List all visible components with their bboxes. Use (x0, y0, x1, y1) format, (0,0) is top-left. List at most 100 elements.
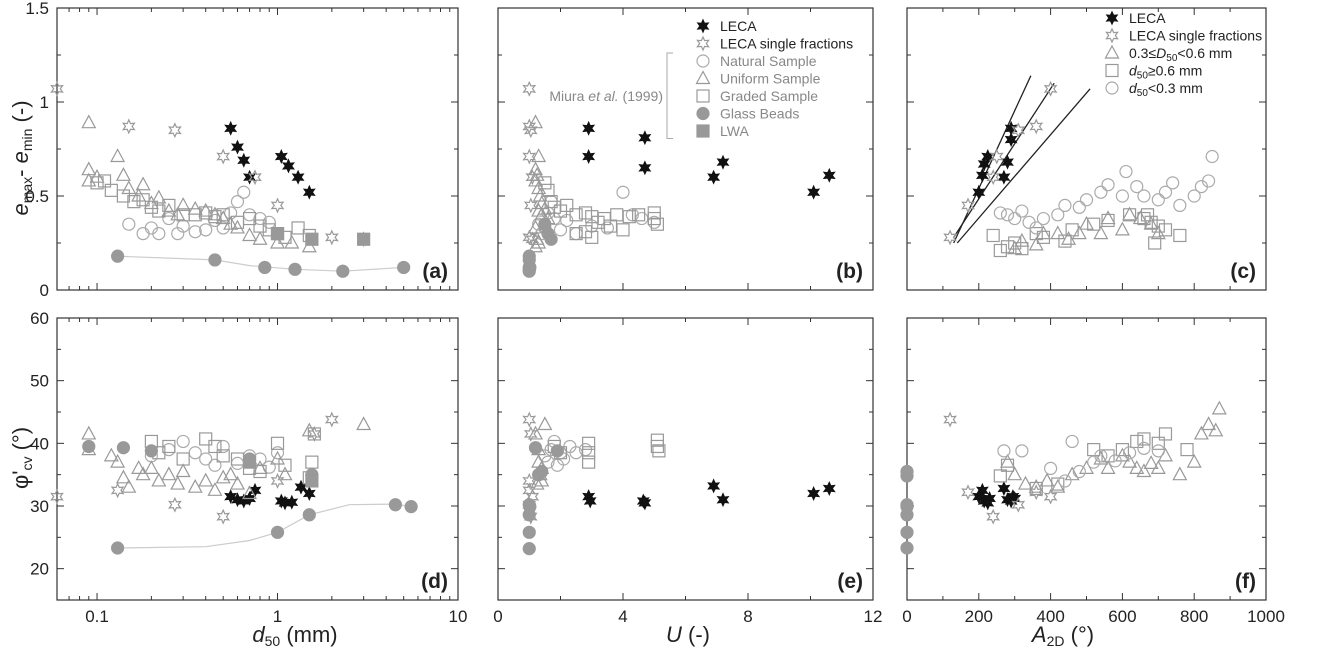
y-tick-label: 1 (40, 93, 49, 112)
point-natural-sample (199, 452, 213, 466)
point-d50-0-3-mm (1187, 189, 1201, 203)
point-uniform-sample (81, 114, 97, 129)
point-uniform-sample (277, 466, 293, 481)
point-leca-single-fractions (50, 488, 64, 505)
point-d50-0-6-mm (1101, 449, 1115, 463)
point-leca-single-fractions (522, 411, 537, 428)
series-glass-beads (900, 464, 914, 555)
svg-text:U (-): U (-) (666, 622, 710, 647)
point-leca (302, 184, 316, 200)
point-0-3-d50-0-6-mm (1050, 225, 1066, 240)
series-d50-0-3-mm (997, 434, 1165, 488)
point-uniform-sample (529, 167, 545, 181)
point-leca-single-fractions (121, 118, 136, 135)
point-graded-sample (136, 193, 150, 207)
point-natural-sample (553, 223, 568, 237)
legend-marker-0-3-d50-0-6-mm (1104, 44, 1120, 59)
series-leca (224, 120, 316, 200)
point-leca (716, 154, 730, 170)
point-d50-0-3-mm (1201, 174, 1216, 188)
point-d50-0-6-mm (1137, 432, 1151, 446)
legend-label-natural-sample: Natural Sample (720, 53, 817, 69)
point-d50-0-6-mm (1087, 443, 1101, 457)
legend-marker-uniform-sample (695, 70, 711, 85)
point-leca (1001, 154, 1014, 170)
point-leca-single-fractions (943, 229, 957, 246)
point-leca-single-fractions (50, 80, 64, 97)
x-tick-label: 600 (1108, 607, 1136, 626)
point-0-3-d50-0-6-mm (1100, 210, 1116, 225)
point-lwa (305, 232, 319, 246)
panel-label: (e) (837, 570, 863, 593)
point-graded-sample (188, 208, 202, 222)
point-d50-0-6-mm (1137, 211, 1151, 226)
point-0-3-d50-0-6-mm (1014, 232, 1030, 247)
point-lwa (242, 455, 257, 469)
point-graded-sample (176, 452, 190, 466)
series-uniform-sample (81, 416, 372, 500)
point-leca (224, 489, 238, 505)
point-uniform-sample (252, 460, 268, 474)
y-tick-label: 1.5 (25, 0, 49, 18)
series-leca (972, 120, 1018, 200)
point-graded-sample (253, 464, 267, 479)
point-graded-sample (538, 176, 552, 190)
point-glass-beads (397, 260, 411, 275)
point-graded-sample (242, 211, 257, 226)
point-uniform-sample (242, 227, 258, 242)
point-uniform-sample (89, 168, 105, 183)
legend-marker-d50-0-3-mm (1105, 81, 1119, 95)
legend-label-leca-single-fractions: LECA single fractions (720, 36, 853, 52)
point-graded-sample (216, 208, 230, 222)
x-tick-label: 10 (449, 607, 468, 626)
point-d50-0-3-mm (1087, 455, 1101, 469)
point-leca (638, 160, 652, 176)
point-uniform-sample (531, 234, 547, 249)
plot-frame (56, 317, 459, 601)
point-glass-beads (900, 500, 914, 514)
legend-marker-d50-0-6-mm (1105, 63, 1119, 78)
point-d50-0-3-mm (1072, 464, 1086, 479)
panel-label: (b) (836, 260, 863, 283)
point-d50-0-6-mm (1144, 215, 1158, 229)
point-d50-0-3-mm (993, 206, 1007, 220)
point-leca-single-fractions (943, 411, 957, 428)
legend-marker-graded-sample (696, 89, 710, 103)
point-leca-single-fractions (1029, 118, 1044, 135)
series-lwa (242, 455, 319, 488)
y-tick-label: 40 (30, 434, 49, 453)
point-d50-0-3-mm (1122, 446, 1137, 460)
point-uniform-sample (121, 478, 137, 493)
point-uniform-sample (175, 197, 191, 211)
point-natural-sample (162, 211, 176, 226)
point-uniform-sample (529, 475, 545, 490)
point-glass-beads (523, 260, 537, 275)
point-uniform-sample (223, 466, 239, 481)
point-natural-sample (208, 458, 222, 472)
point-graded-sample (582, 446, 596, 460)
point-d50-0-3-mm (1043, 461, 1058, 475)
legend-marker-leca (1105, 10, 1119, 26)
point-d50-0-3-mm (1115, 189, 1130, 203)
x-tick-label: 0 (902, 607, 911, 626)
point-leca (972, 184, 986, 200)
point-leca-single-fractions (961, 484, 975, 501)
series-uniform-sample (527, 114, 556, 253)
point-natural-sample (122, 217, 136, 231)
point-leca-single-fractions (248, 169, 262, 186)
point-0-3-d50-0-6-mm (1114, 447, 1130, 462)
point-graded-sample (582, 455, 596, 469)
x-tick-label: 1 (273, 607, 282, 626)
point-0-3-d50-0-6-mm (1007, 240, 1023, 255)
point-uniform-sample (531, 148, 547, 163)
series-lwa (270, 227, 371, 246)
point-glass-beads (523, 500, 537, 514)
series-glass-beads (522, 217, 558, 278)
x-tick-label: 1000 (1247, 607, 1285, 626)
point-uniform-sample (527, 238, 544, 253)
x-tick-label: 8 (743, 607, 752, 626)
point-d50-0-6-mm (1115, 443, 1130, 457)
point-uniform-sample (151, 189, 167, 204)
point-leca (274, 149, 288, 164)
